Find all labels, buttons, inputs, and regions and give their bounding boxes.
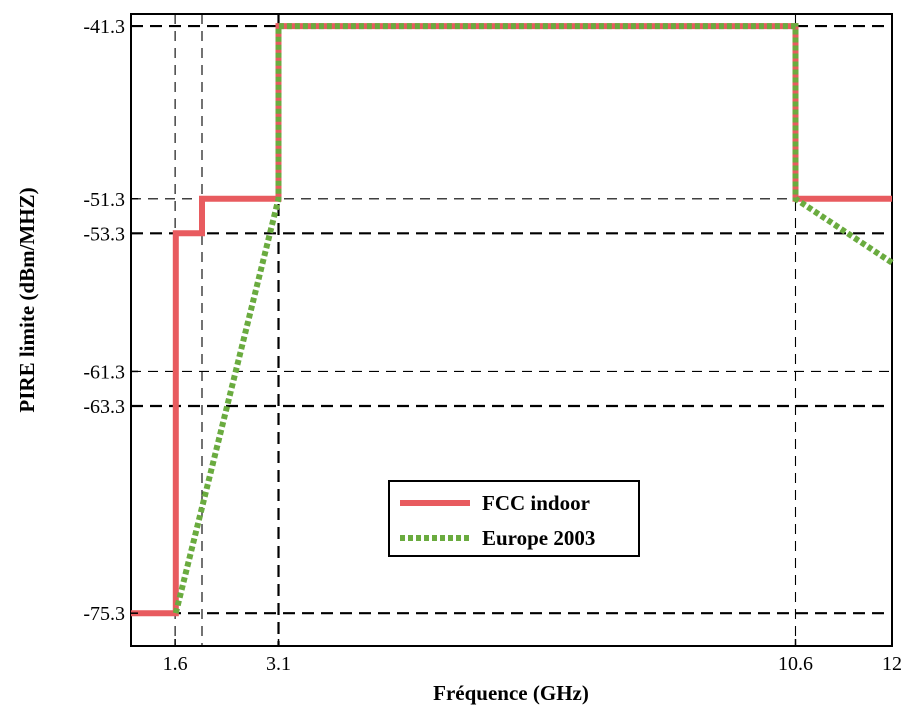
x-tick-label: 12 [882, 653, 902, 675]
y-tick-label: -41.3 [83, 16, 125, 38]
x-axis-label: Fréquence (GHz) [433, 681, 589, 705]
y-axis-label: PIRE limite (dBm/MHZ) [15, 187, 39, 412]
y-tick-label: -75.3 [83, 603, 125, 625]
x-tick-label: 10.6 [778, 653, 813, 675]
tick-layer: -41.3 -51.3 -53.3 -61.3 -63.3 -75.3 1.6 3.1 10.6… [83, 16, 902, 675]
legend-box [388, 480, 640, 557]
x-tick-label: 1.6 [163, 653, 188, 675]
series-layer [131, 23, 894, 617]
legend: FCC indoor Europe 2003 [388, 480, 640, 557]
series-line-1 [172, 23, 894, 614]
y-tick-label: -53.3 [83, 223, 125, 245]
y-tick-label: -61.3 [83, 361, 125, 383]
y-tick-label: -63.3 [83, 396, 125, 418]
legend-label-fcc-indoor: FCC indoor [482, 491, 590, 515]
legend-label-europe-2003: Europe 2003 [482, 526, 595, 550]
x-tick-label: 3.1 [266, 653, 291, 675]
y-tick-label: -51.3 [83, 189, 125, 211]
